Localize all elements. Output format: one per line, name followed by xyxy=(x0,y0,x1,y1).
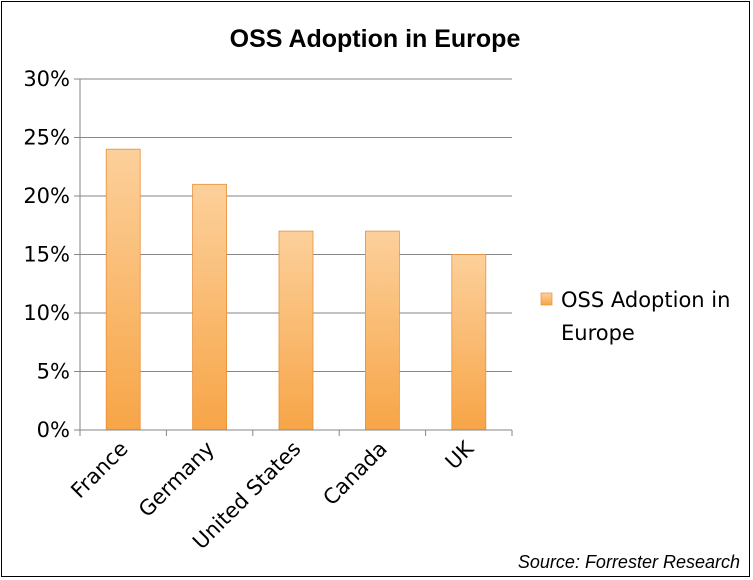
y-tick-label: 15% xyxy=(23,243,70,267)
y-tick-label: 30% xyxy=(23,67,70,91)
x-tick-label: Canada xyxy=(318,437,391,510)
y-tick-label: 0% xyxy=(37,418,70,442)
bars xyxy=(105,148,487,431)
source-note: Source: Forrester Research xyxy=(518,552,740,572)
legend: OSS Adoption in Europe xyxy=(540,288,730,345)
y-tick-label: 5% xyxy=(37,360,70,384)
bar xyxy=(451,254,487,431)
axes xyxy=(79,79,512,431)
bar xyxy=(192,183,228,431)
legend-label-line-2: Europe xyxy=(561,321,635,345)
legend-label-line-1: OSS Adoption in xyxy=(561,288,730,312)
x-tick-label: Germany xyxy=(134,437,219,522)
y-tick-label: 10% xyxy=(23,301,70,325)
x-tick-label: France xyxy=(66,437,132,503)
y-tick-label: 25% xyxy=(23,126,70,150)
chart-title: OSS Adoption in Europe xyxy=(230,25,521,53)
bar xyxy=(364,230,400,431)
y-tick-label: 20% xyxy=(23,184,70,208)
bar xyxy=(278,230,314,431)
x-tick-label: UK xyxy=(441,436,479,474)
bar xyxy=(105,148,141,431)
gridlines xyxy=(80,78,512,372)
y-axis-ticks: 0% 5% 10% 15% 20% 25% 30% xyxy=(23,67,80,442)
legend-swatch xyxy=(540,292,553,306)
